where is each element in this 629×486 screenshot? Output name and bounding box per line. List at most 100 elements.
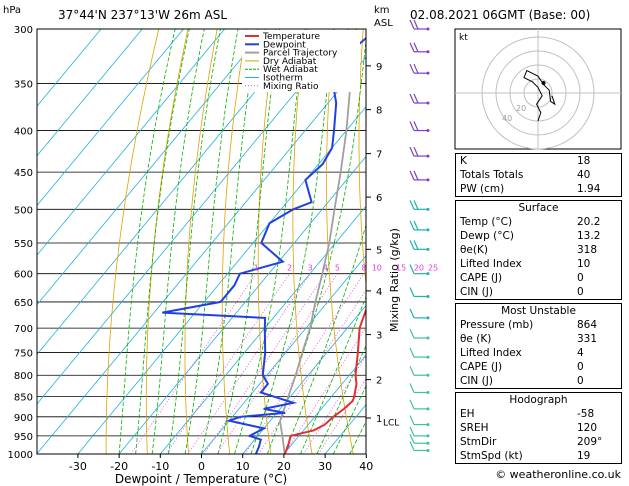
hodograph-stat-row: StmSpd (kt) 19 — [456, 449, 621, 463]
surface-value: 10 — [577, 258, 591, 270]
legend-label: Wet Adiabat — [263, 65, 318, 75]
surface-value: 13.2 — [577, 230, 601, 242]
hodograph-ring-label: 20 — [516, 104, 526, 113]
wind-barb-flag — [409, 287, 415, 297]
most-unstable-table: Most Unstable Pressure (mb) 864 θe (K) 331 L… — [455, 303, 622, 389]
dry-adiabat-line — [326, 29, 354, 454]
isotherm-line — [118, 155, 366, 454]
km-tick-label: 1 — [376, 414, 382, 425]
pressure-tick-label: 950 — [14, 432, 33, 443]
most-unstable-value: 0 — [577, 375, 584, 387]
x-tick-label: 10 — [236, 460, 250, 473]
mixing-ratio-label: 25 — [428, 264, 438, 273]
most-unstable-row: Lifted Index 4 — [456, 346, 621, 360]
pressure-tick-label: 900 — [14, 413, 33, 424]
footer-credit: © weatheronline.co.uk — [495, 468, 621, 481]
dry-adiabat-line — [358, 29, 366, 289]
km-tick-label: 2 — [376, 376, 382, 387]
hodograph-stat-label: StmSpd (kt) — [460, 450, 523, 462]
km-tick-label: 8 — [376, 106, 382, 117]
wind-barb-flag — [409, 347, 415, 358]
mixing-ratio-line — [318, 377, 366, 454]
indices-table: K 18 Totals Totals 40 PW (cm) 1.94 — [455, 153, 622, 197]
km-unit-label: km — [374, 5, 390, 16]
wet-adiabat-line — [201, 29, 258, 454]
km-tick-label: 6 — [376, 193, 382, 204]
hodograph-table-title: Hodograph — [509, 394, 568, 406]
x-tick-label: 30 — [318, 460, 332, 473]
mixing-ratio-label: 2 — [287, 264, 292, 273]
wet-adiabat-line — [267, 37, 366, 454]
wind-barbs — [409, 19, 430, 452]
hodograph-trace — [523, 69, 556, 122]
surface-row: CIN (J) 0 — [456, 285, 621, 299]
surface-value: 0 — [577, 286, 584, 298]
wind-barb-flag — [409, 426, 415, 437]
index-label: Totals Totals — [460, 169, 524, 181]
isotherm-line — [37, 29, 267, 306]
mixing-ratio-label: 8 — [361, 264, 366, 273]
hodograph-table: Hodograph EH -58 SREH 120 StmDir 209° StmSpd (… — [455, 392, 622, 464]
index-label: PW (cm) — [460, 183, 505, 195]
wind-barb-base — [426, 294, 430, 298]
x-tick-label: 40 — [359, 460, 373, 473]
legend-label: Dewpoint — [263, 40, 306, 50]
wind-barb-flag — [409, 63, 415, 74]
pressure-tick-label: 300 — [14, 25, 33, 36]
index-label: K — [460, 155, 467, 167]
wind-barb-base — [426, 101, 430, 105]
hodograph-stat-label: StmDir — [460, 436, 497, 448]
most-unstable-row: θe (K) 331 — [456, 332, 621, 346]
wind-barb-flag — [409, 383, 415, 393]
most-unstable-label: Lifted Index — [460, 347, 522, 359]
dry-adiabat-line — [105, 29, 160, 454]
most-unstable-label: CAPE (J) — [460, 361, 503, 373]
surface-title: Surface — [518, 202, 559, 214]
mixing-ratio-axis-title: Mixing Ratio (g/kg) — [388, 228, 401, 332]
index-value: 1.94 — [577, 183, 601, 195]
pressure-tick-label: 500 — [14, 205, 33, 216]
storm-motion-marker — [541, 81, 546, 86]
pressure-tick-label: 850 — [14, 393, 33, 404]
hodograph-stat-value: 209° — [577, 436, 603, 448]
datetime-title: 02.08.2021 06GMT (Base: 00) — [410, 8, 590, 22]
most-unstable-title: Most Unstable — [501, 305, 576, 317]
most-unstable-value: 0 — [577, 361, 584, 373]
profile-lines — [162, 29, 366, 454]
mixing-ratio-line — [303, 355, 366, 454]
wet-adiabat-line — [332, 385, 366, 454]
wind-barb-flag — [409, 200, 415, 210]
wind-barb-flag — [409, 19, 415, 30]
surface-label: Lifted Index — [460, 258, 522, 270]
wind-barb-flag — [409, 441, 415, 451]
wind-barb-flag — [409, 308, 415, 319]
temperature-line — [283, 307, 366, 454]
wet-adiabat-line — [300, 295, 366, 454]
wet-adiabat-line — [118, 29, 176, 454]
km-tick-label: 3 — [376, 331, 382, 342]
isotherm-line — [37, 29, 308, 355]
most-unstable-value: 331 — [577, 333, 598, 345]
hodograph-stat-row: StmDir 209° — [456, 435, 621, 449]
isotherm-line — [37, 29, 184, 207]
mixing-ratio-label: 3 — [308, 264, 313, 273]
surface-label: CIN (J) — [460, 286, 493, 298]
wet-adiabat-line — [135, 29, 190, 454]
mixing-ratio-label: 15 — [396, 264, 406, 273]
location-title: 37°44'N 237°13'W 26m ASL — [58, 8, 227, 22]
x-tick-label: -10 — [151, 460, 169, 473]
wet-adiabat-line — [151, 29, 205, 454]
wind-barb-base — [426, 423, 430, 427]
surface-label: Dewp (°C) — [460, 230, 514, 242]
surface-value: 318 — [577, 244, 598, 256]
wind-barb-flag — [409, 365, 415, 376]
isotherm-line — [37, 56, 366, 454]
mixing-ratio-line — [165, 273, 290, 454]
surface-label: CAPE (J) — [460, 272, 503, 284]
wind-barb-flag — [413, 63, 419, 74]
wind-barb-flag — [413, 220, 419, 231]
wind-barb-base — [426, 390, 430, 394]
wind-barb-base — [426, 336, 430, 340]
most-unstable-label: Pressure (mb) — [460, 319, 534, 331]
